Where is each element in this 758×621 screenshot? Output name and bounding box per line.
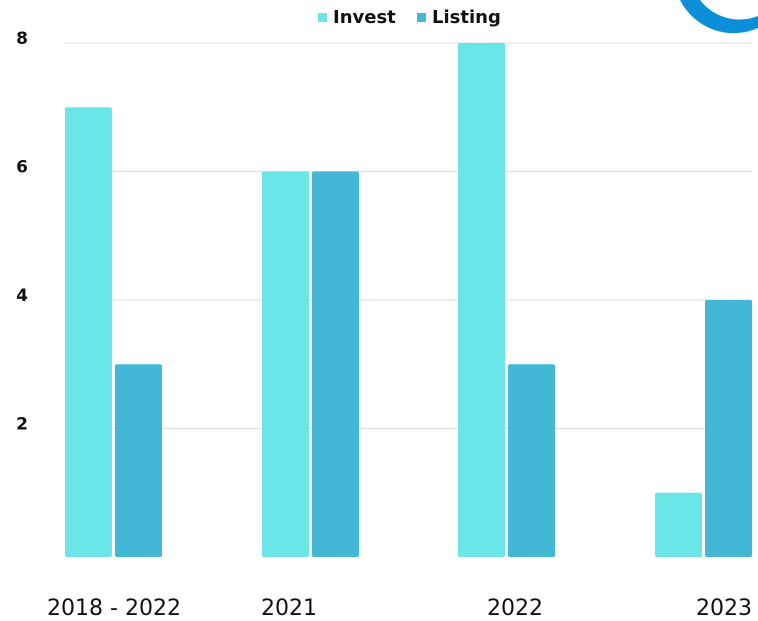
x-tick-label: 2021 — [261, 596, 317, 621]
bar — [312, 171, 359, 557]
bar — [705, 300, 752, 557]
bar — [262, 171, 309, 557]
bar — [115, 364, 162, 557]
y-tick-label: 4 — [16, 286, 28, 306]
y-tick-label: 6 — [16, 158, 28, 178]
bar — [458, 43, 505, 557]
y-tick-label: 2 — [16, 415, 28, 435]
x-tick-label: 2018 - 2022 — [47, 596, 181, 621]
bar — [655, 492, 702, 557]
legend-label: Listing — [432, 7, 501, 28]
legend-swatch — [318, 13, 327, 22]
x-tick-label: 2023 — [696, 596, 752, 621]
decoration-arc — [680, 0, 758, 34]
bar — [65, 107, 112, 557]
legend-label: Invest — [333, 7, 396, 28]
legend-swatch — [417, 13, 426, 22]
bar — [508, 364, 555, 557]
y-tick-label: 8 — [16, 29, 28, 49]
x-tick-label: 2022 — [487, 596, 543, 621]
